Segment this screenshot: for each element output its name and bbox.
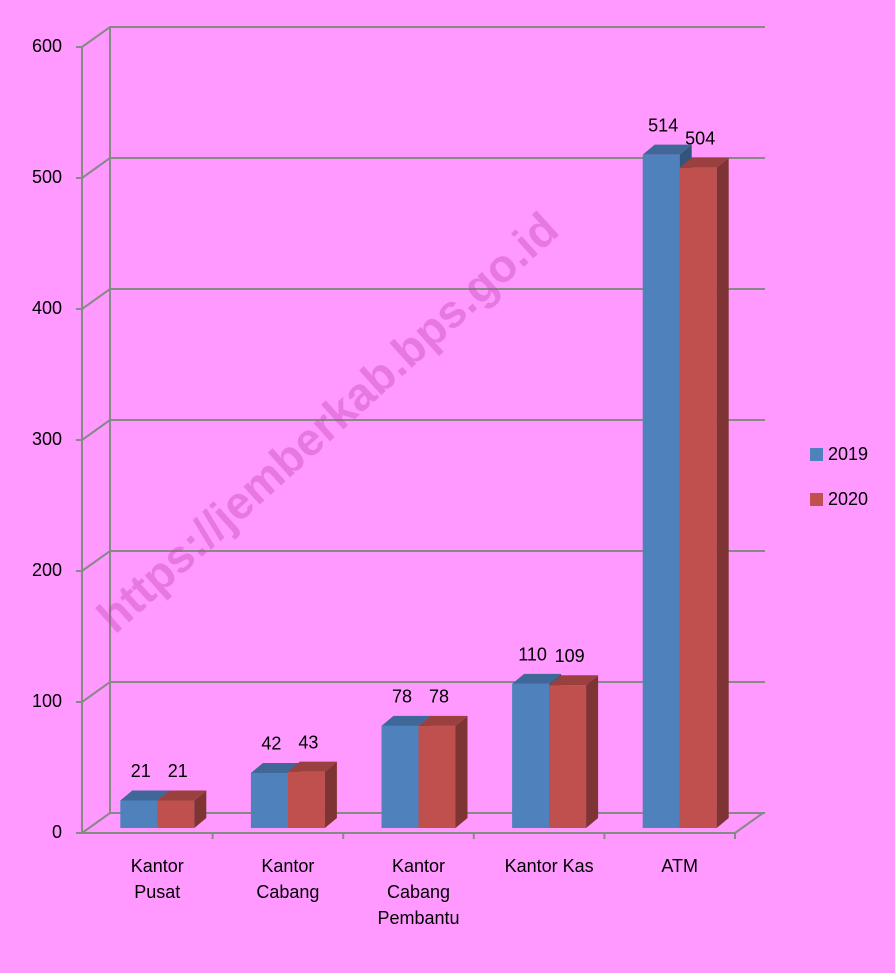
y-tick-label: 400 — [32, 298, 62, 318]
grid-line — [81, 157, 765, 179]
bar-side — [586, 675, 599, 828]
x-tick-label: Kantor Pusat — [130, 856, 184, 902]
data-label: 42 — [261, 734, 281, 754]
legend-swatch — [810, 448, 823, 461]
bar-top — [287, 761, 337, 772]
data-label: 504 — [685, 129, 715, 149]
bar-top — [679, 157, 729, 168]
x-tick-label: Kantor Cabang Pembantu — [377, 856, 460, 928]
data-label: 514 — [648, 115, 678, 135]
grid-line — [81, 26, 765, 48]
data-label: 109 — [555, 646, 585, 666]
x-tick-label: Kantor Cabang — [256, 856, 320, 902]
bar-top — [157, 790, 207, 801]
bar-front — [287, 771, 325, 828]
bar-side — [455, 715, 468, 828]
bar-top — [418, 715, 468, 726]
y-tick-label: 100 — [32, 691, 62, 711]
bar-front — [512, 683, 550, 828]
legend-swatch — [810, 493, 823, 506]
data-label: 21 — [131, 761, 151, 781]
data-label: 78 — [392, 687, 412, 707]
data-label: 78 — [429, 687, 449, 707]
watermark: https://jemberkab.bps.go.id — [87, 202, 568, 643]
bar-front — [381, 725, 419, 828]
bar-top — [512, 673, 562, 684]
legend-label: 2019 — [828, 444, 868, 464]
y-tick-label: 0 — [52, 822, 62, 842]
bar-front — [157, 800, 195, 828]
bar-front — [250, 772, 288, 828]
grid-line — [81, 288, 765, 310]
bar-front — [549, 685, 587, 828]
bar-top — [549, 675, 599, 686]
bar — [157, 790, 207, 828]
y-tick-label: 200 — [32, 560, 62, 580]
bar — [679, 157, 729, 828]
data-label: 21 — [168, 761, 188, 781]
y-tick-label: 500 — [32, 167, 62, 187]
grid-line — [81, 419, 765, 441]
data-label: 43 — [298, 732, 318, 752]
grid-line — [81, 550, 765, 572]
y-tick-label: 600 — [32, 36, 62, 56]
bar — [418, 715, 468, 828]
bar-front — [679, 167, 717, 828]
bar — [549, 675, 599, 828]
data-label: 110 — [518, 645, 547, 665]
y-tick-label: 300 — [32, 429, 62, 449]
bar — [287, 761, 337, 828]
bar-side — [194, 790, 207, 828]
bar-top — [381, 715, 431, 726]
x-tick-label: ATM — [661, 856, 699, 876]
bar-front — [642, 154, 680, 828]
bar-front — [120, 800, 158, 828]
bar-side — [716, 157, 729, 828]
legend-label: 2020 — [828, 489, 868, 509]
x-tick-label: Kantor Kas — [504, 856, 594, 876]
bar-top — [120, 790, 170, 801]
bar-top — [250, 762, 300, 773]
bar-top — [642, 144, 692, 155]
bar-front — [418, 725, 456, 828]
bar-side — [324, 761, 337, 828]
